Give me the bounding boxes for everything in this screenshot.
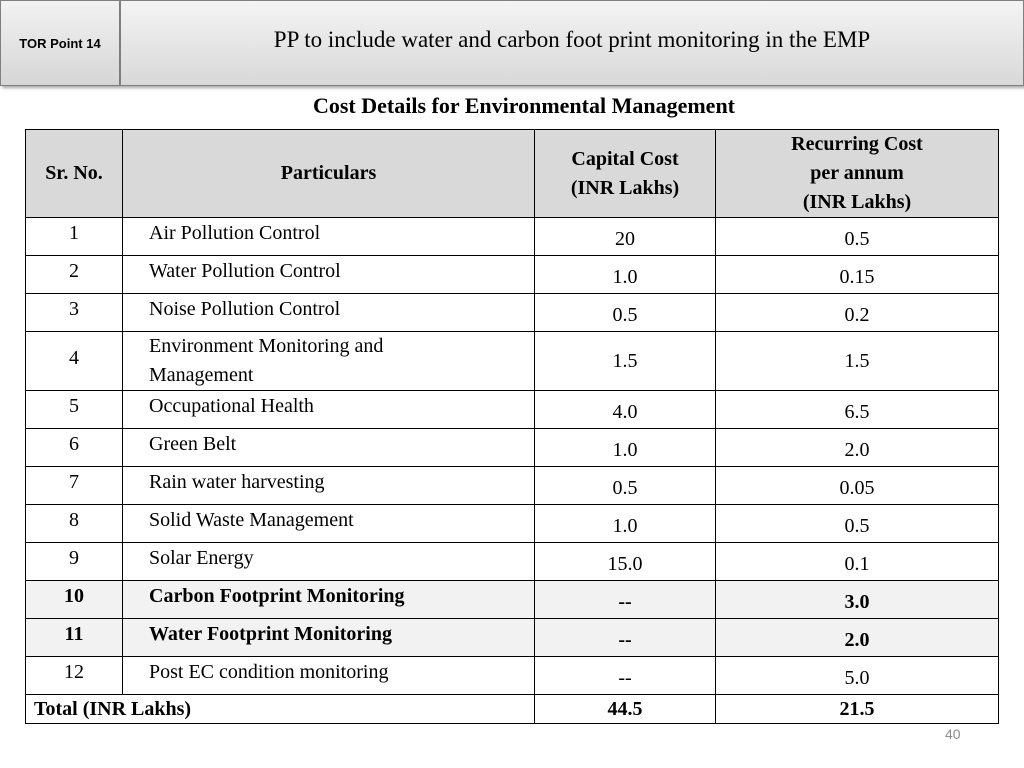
sr-no-cell: 12 bbox=[25, 656, 123, 695]
sr-no-cell: 4 bbox=[25, 331, 123, 391]
table-header-row: Sr. No. Particulars Capital Cost (INR La… bbox=[25, 129, 999, 218]
recurring-cost-cell: 0.15 bbox=[715, 255, 999, 294]
table-row: 1 Air Pollution Control 20 0.5 bbox=[25, 217, 999, 256]
recurring-cost-cell: 1.5 bbox=[715, 331, 999, 391]
sr-no-cell: 10 bbox=[25, 580, 123, 619]
total-capital-cost: 44.5 bbox=[534, 694, 716, 724]
table-row: 2 Water Pollution Control 1.0 0.15 bbox=[25, 255, 999, 294]
particular-cell: Solid Waste Management bbox=[122, 504, 535, 543]
table-title: Cost Details for Environmental Managemen… bbox=[312, 93, 736, 118]
total-recurring-cost: 21.5 bbox=[715, 694, 999, 724]
sr-no-cell: 11 bbox=[25, 618, 123, 657]
particular-line-1: Environment Monitoring and bbox=[149, 335, 384, 357]
header-capital-line-2: (INR Lakhs) bbox=[570, 176, 680, 199]
recurring-cost-cell: 5.0 bbox=[715, 656, 999, 695]
header-recurring-line-2: per annum bbox=[810, 162, 904, 184]
sr-no-cell: 7 bbox=[25, 466, 123, 505]
particular-cell: Green Belt bbox=[122, 428, 535, 467]
capital-cost-cell: 0.5 bbox=[534, 466, 716, 505]
particular-line-2: Management bbox=[149, 364, 254, 386]
table-row: 8 Solid Waste Management 1.0 0.5 bbox=[25, 504, 999, 543]
header-particulars: Particulars bbox=[122, 129, 535, 218]
sr-no-cell: 2 bbox=[25, 255, 123, 294]
sr-no-cell: 3 bbox=[25, 293, 123, 332]
particular-cell: Noise Pollution Control bbox=[122, 293, 535, 332]
table-total-row: Total (INR Lakhs) 44.5 21.5 bbox=[25, 694, 999, 724]
page-number: 40 bbox=[945, 726, 961, 742]
header-recurring-line-3: (INR Lakhs) bbox=[802, 191, 912, 213]
total-label: Total (INR Lakhs) bbox=[25, 694, 535, 724]
particular-cell: Water Pollution Control bbox=[122, 255, 535, 294]
capital-cost-cell: 20 bbox=[534, 217, 716, 256]
table-row: 5 Occupational Health 4.0 6.5 bbox=[25, 390, 999, 429]
table-row: 4 Environment Monitoring and Management … bbox=[25, 331, 999, 391]
table-row: 7 Rain water harvesting 0.5 0.05 bbox=[25, 466, 999, 505]
capital-cost-cell: -- bbox=[534, 656, 716, 695]
recurring-cost-cell: 3.0 bbox=[715, 580, 999, 619]
particular-cell: Occupational Health bbox=[122, 390, 535, 429]
sr-no-cell: 5 bbox=[25, 390, 123, 429]
header-capital-cost: Capital Cost (INR Lakhs) bbox=[534, 129, 716, 218]
table-row: 12 Post EC condition monitoring -- 5.0 bbox=[25, 656, 999, 695]
table-row: 6 Green Belt 1.0 2.0 bbox=[25, 428, 999, 467]
capital-cost-cell: 4.0 bbox=[534, 390, 716, 429]
table-row-highlighted: 10 Carbon Footprint Monitoring -- 3.0 bbox=[25, 580, 999, 619]
particular-cell: Carbon Footprint Monitoring bbox=[122, 580, 535, 619]
recurring-cost-cell: 2.0 bbox=[715, 618, 999, 657]
particular-cell: Solar Energy bbox=[122, 542, 535, 581]
header-recurring-line-1: Recurring Cost bbox=[791, 133, 923, 155]
capital-cost-cell: 1.0 bbox=[534, 428, 716, 467]
slide-title: PP to include water and carbon foot prin… bbox=[120, 0, 1024, 86]
recurring-cost-cell: 2.0 bbox=[715, 428, 999, 467]
slide-header: TOR Point 14 PP to include water and car… bbox=[0, 0, 1024, 86]
recurring-cost-cell: 0.2 bbox=[715, 293, 999, 332]
capital-cost-cell: 1.0 bbox=[534, 255, 716, 294]
table-row: 9 Solar Energy 15.0 0.1 bbox=[25, 542, 999, 581]
recurring-cost-cell: 0.05 bbox=[715, 466, 999, 505]
table-row: 3 Noise Pollution Control 0.5 0.2 bbox=[25, 293, 999, 332]
capital-cost-cell: 0.5 bbox=[534, 293, 716, 332]
tor-point-label: TOR Point 14 bbox=[0, 0, 120, 86]
table-row-highlighted: 11 Water Footprint Monitoring -- 2.0 bbox=[25, 618, 999, 657]
cost-table: Sr. No. Particulars Capital Cost (INR La… bbox=[25, 129, 999, 724]
header-recurring-cost: Recurring Cost per annum (INR Lakhs) bbox=[715, 129, 999, 218]
capital-cost-cell: -- bbox=[534, 580, 716, 619]
header-sr-no: Sr. No. bbox=[25, 129, 123, 218]
sr-no-cell: 8 bbox=[25, 504, 123, 543]
recurring-cost-cell: 0.1 bbox=[715, 542, 999, 581]
capital-cost-cell: 1.0 bbox=[534, 504, 716, 543]
particular-cell: Air Pollution Control bbox=[122, 217, 535, 256]
particular-cell: Water Footprint Monitoring bbox=[122, 618, 535, 657]
particular-cell: Rain water harvesting bbox=[122, 466, 535, 505]
capital-cost-cell: 15.0 bbox=[534, 542, 716, 581]
particular-cell: Environment Monitoring and Management bbox=[122, 331, 535, 391]
sr-no-cell: 6 bbox=[25, 428, 123, 467]
recurring-cost-cell: 0.5 bbox=[715, 217, 999, 256]
sr-no-cell: 9 bbox=[25, 542, 123, 581]
capital-cost-cell: 1.5 bbox=[534, 331, 716, 391]
recurring-cost-cell: 6.5 bbox=[715, 390, 999, 429]
header-capital-line-1: Capital Cost bbox=[571, 147, 679, 170]
capital-cost-cell: -- bbox=[534, 618, 716, 657]
particular-cell: Post EC condition monitoring bbox=[122, 656, 535, 695]
recurring-cost-cell: 0.5 bbox=[715, 504, 999, 543]
sr-no-cell: 1 bbox=[25, 217, 123, 256]
